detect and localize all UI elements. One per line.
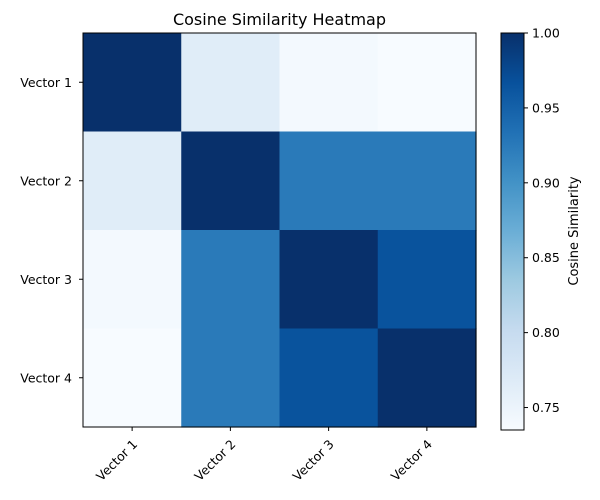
colorbar-label: Cosine Similarity — [567, 176, 582, 286]
heatmap-cell — [377, 33, 477, 133]
colorbar — [500, 32, 525, 431]
heatmap-cell — [279, 131, 379, 231]
x-axis: Vector 1 Vector 2 Vector 3 Vector 4 — [93, 427, 435, 484]
heatmap-cell — [279, 328, 379, 428]
y-tick-label: Vector 3 — [20, 272, 72, 287]
colorbar-tick-label: 0.80 — [532, 325, 560, 340]
heatmap-cell — [377, 328, 477, 428]
y-tick-label: Vector 1 — [20, 75, 72, 90]
heatmap-cells — [83, 33, 477, 428]
heatmap-cell — [83, 328, 182, 428]
heatmap-cell — [377, 131, 477, 231]
colorbar-tick-label: 0.90 — [532, 175, 560, 190]
colorbar-tick-label: 0.95 — [532, 100, 560, 115]
heatmap-cell — [181, 33, 281, 133]
colorbar-tick-label: 0.75 — [532, 400, 560, 415]
plot-frame — [82, 32, 477, 428]
x-tick-label: Vector 4 — [388, 436, 435, 483]
colorbar-axis: 0.75 0.80 0.85 0.90 0.95 1.00 — [524, 26, 560, 415]
heatmap-cell — [181, 230, 281, 330]
heatmap-cell — [279, 33, 379, 133]
x-tick-label: Vector 3 — [290, 437, 337, 484]
heatmap-cell — [83, 230, 182, 330]
heatmap-cell — [181, 131, 281, 231]
heatmap-cell — [83, 131, 182, 231]
colorbar-tick-label: 0.85 — [532, 250, 560, 265]
heatmap-cell — [181, 328, 281, 428]
heatmap-cell — [83, 33, 182, 133]
x-tick-label: Vector 2 — [191, 437, 238, 484]
y-axis: Vector 1 Vector 2 Vector 3 Vector 4 — [20, 75, 83, 385]
y-tick-label: Vector 4 — [20, 370, 72, 385]
chart-title: Cosine Similarity Heatmap — [173, 10, 386, 29]
y-tick-label: Vector 2 — [20, 173, 72, 188]
heatmap-cell — [377, 230, 477, 330]
colorbar-tick-label: 1.00 — [532, 26, 560, 41]
x-tick-label: Vector 1 — [93, 437, 140, 484]
heatmap-cell — [279, 230, 379, 330]
